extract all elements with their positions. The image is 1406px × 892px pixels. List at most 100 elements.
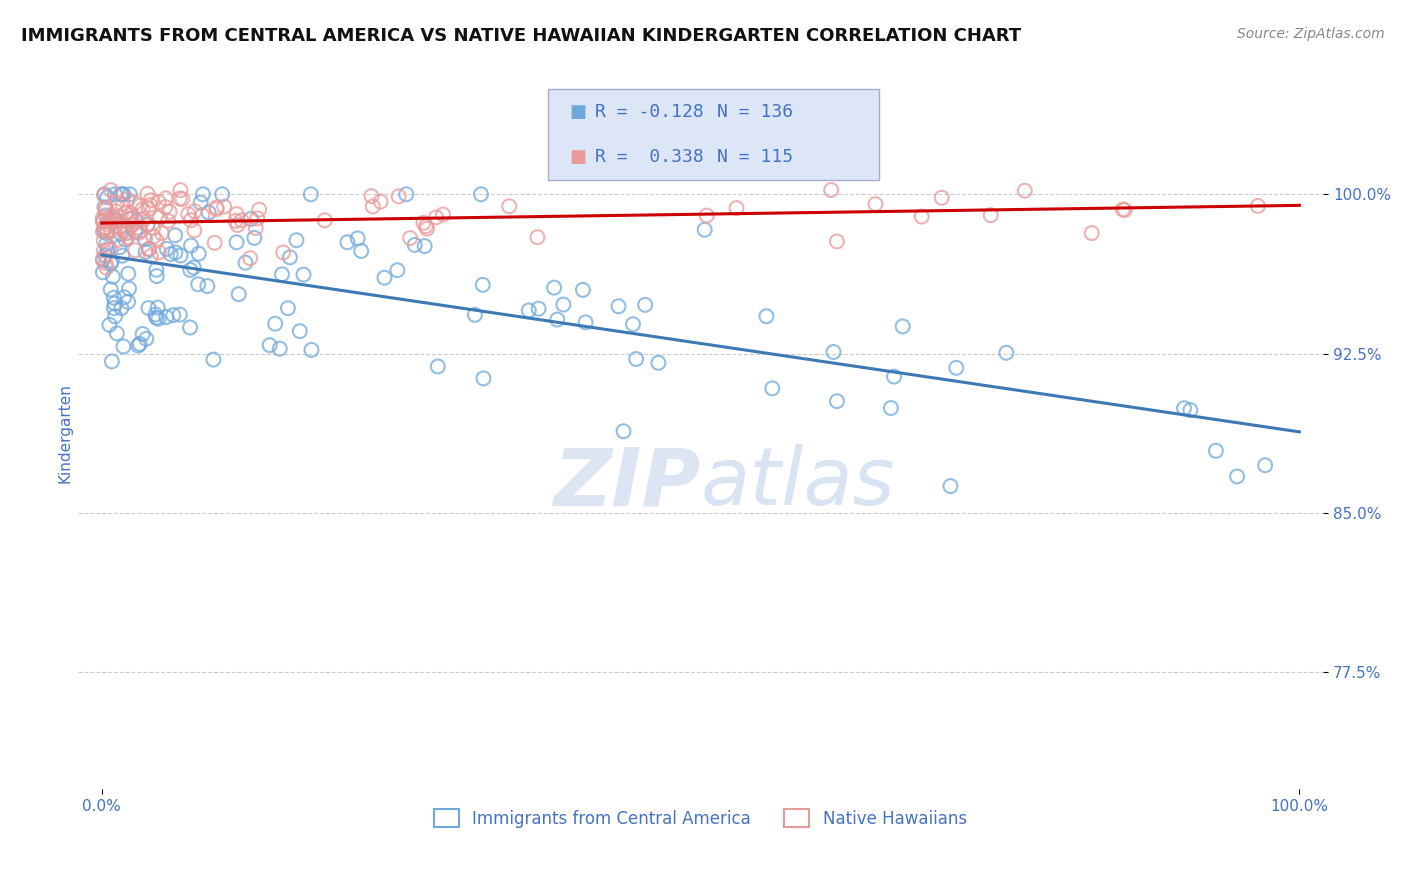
Point <box>96 237 118 252</box>
Point <box>101 213 124 227</box>
Point <box>271 245 294 260</box>
Point <box>136 217 159 231</box>
Point <box>156 242 179 256</box>
Point <box>91 211 114 225</box>
Point <box>112 339 135 353</box>
Point <box>426 359 449 374</box>
Point <box>138 202 160 216</box>
Point <box>647 356 669 370</box>
Point <box>117 294 139 309</box>
Point <box>112 220 135 235</box>
Point <box>432 207 454 221</box>
Point <box>149 211 172 225</box>
Point <box>264 317 287 331</box>
Point <box>103 211 125 225</box>
Point <box>148 245 170 260</box>
Point <box>169 192 191 206</box>
Point <box>179 263 201 277</box>
Point <box>107 213 129 227</box>
Point <box>97 218 120 232</box>
Point <box>621 318 644 332</box>
Point <box>292 268 315 282</box>
Point <box>228 287 250 301</box>
Point <box>148 311 170 326</box>
Point <box>820 183 842 197</box>
Point <box>108 219 131 234</box>
Point <box>911 210 934 224</box>
Point <box>145 234 167 248</box>
Point <box>980 208 1002 222</box>
Point <box>150 226 173 240</box>
Point <box>159 247 181 261</box>
Point <box>128 337 150 351</box>
Point <box>243 231 266 245</box>
Point <box>159 205 181 219</box>
Point <box>271 268 294 282</box>
Point <box>202 352 225 367</box>
Point <box>96 226 118 240</box>
Point <box>205 202 228 216</box>
Point <box>104 187 127 202</box>
Point <box>336 235 359 250</box>
Point <box>761 381 783 395</box>
Point <box>124 195 146 210</box>
Point <box>155 191 177 205</box>
Point <box>108 240 131 254</box>
Point <box>124 244 146 258</box>
Point <box>572 283 595 297</box>
Point <box>350 244 373 258</box>
Y-axis label: Kindergarten: Kindergarten <box>58 384 72 483</box>
Point <box>725 201 748 215</box>
Text: R =  0.338: R = 0.338 <box>595 148 703 166</box>
Point <box>346 231 368 245</box>
Point <box>128 220 150 235</box>
Point <box>118 187 141 202</box>
Point <box>883 369 905 384</box>
Point <box>121 218 143 232</box>
Point <box>139 198 162 212</box>
Point <box>607 299 630 313</box>
Point <box>132 202 155 216</box>
Point <box>93 187 115 202</box>
Point <box>395 187 418 202</box>
Point <box>103 291 125 305</box>
Point <box>169 308 191 322</box>
Text: IMMIGRANTS FROM CENTRAL AMERICA VS NATIVE HAWAIIAN KINDERGARTEN CORRELATION CHAR: IMMIGRANTS FROM CENTRAL AMERICA VS NATIV… <box>21 27 1021 45</box>
Point <box>145 310 167 325</box>
Point <box>107 195 129 210</box>
Point <box>103 301 125 315</box>
Point <box>1247 199 1270 213</box>
Point <box>124 225 146 239</box>
Point <box>865 197 887 211</box>
Point <box>96 190 118 204</box>
Point <box>118 211 141 226</box>
Point <box>100 282 122 296</box>
Point <box>415 219 437 234</box>
Point <box>138 242 160 256</box>
Point <box>112 187 135 202</box>
Point <box>122 211 145 225</box>
Point <box>165 228 187 243</box>
Point <box>121 218 143 232</box>
Point <box>191 208 214 222</box>
Point <box>180 238 202 252</box>
Point <box>114 223 136 237</box>
Point <box>360 189 382 203</box>
Point <box>285 233 308 247</box>
Point <box>546 312 568 326</box>
Point <box>157 214 180 228</box>
Point <box>370 194 392 209</box>
Point <box>110 187 132 202</box>
Point <box>100 215 122 229</box>
Point <box>94 208 117 222</box>
Point <box>543 280 565 294</box>
Point <box>823 345 845 359</box>
Point <box>125 214 148 228</box>
Point <box>104 310 127 324</box>
Point <box>183 204 205 219</box>
Point <box>278 251 301 265</box>
Point <box>995 345 1018 359</box>
Text: ■: ■ <box>569 148 586 166</box>
Point <box>98 214 121 228</box>
Point <box>138 242 160 256</box>
